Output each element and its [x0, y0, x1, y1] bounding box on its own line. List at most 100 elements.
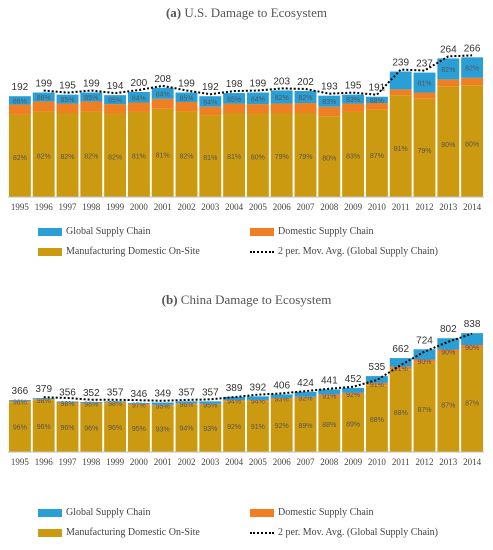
bar-segment-onsite: [104, 403, 127, 452]
data-label-percent: 83%: [322, 99, 336, 106]
bar-segment-global: [223, 396, 246, 401]
data-label-total: 352: [83, 388, 100, 399]
x-tick-label: 1995: [11, 457, 30, 467]
bar-segment-domestic: [127, 102, 150, 112]
x-tick-label: 2012: [416, 457, 434, 467]
bar-segment-domestic: [437, 79, 460, 87]
legend-swatch-onsite: [38, 528, 62, 537]
bar-segment-onsite: [246, 113, 269, 197]
x-tick-label: 2007: [297, 202, 316, 212]
bar-segment-onsite: [413, 98, 436, 197]
data-label-percent: 84%: [203, 99, 217, 106]
data-label-percent: 80%: [465, 142, 479, 149]
data-label-percent: 82%: [37, 153, 51, 160]
data-label-total: 389: [226, 383, 243, 394]
data-label-percent: 96%: [179, 402, 193, 409]
bar-segment-domestic: [365, 382, 388, 386]
x-tick-label: 1999: [106, 457, 125, 467]
legend-item-domestic: Domestic Supply Chain: [250, 507, 374, 518]
bar-segment-global: [270, 394, 293, 398]
bar-segment-domestic: [270, 103, 293, 113]
data-label-total: 195: [59, 81, 76, 92]
data-label-percent: 95%: [132, 426, 146, 433]
bar-segment-domestic: [32, 399, 55, 401]
bar-segment-domestic: [175, 101, 198, 112]
bar-segment-domestic: [270, 397, 293, 400]
x-tick-label: 2002: [178, 457, 196, 467]
bar-segment-global: [342, 94, 365, 104]
bar-segment-global: [8, 400, 31, 402]
bar-segment-global: [32, 92, 55, 102]
data-label-percent: 91%: [394, 366, 408, 373]
data-label-percent: 81%: [227, 154, 241, 161]
bar-segment-domestic: [199, 403, 222, 405]
bar-segment-domestic: [104, 402, 127, 404]
data-label-percent: 85%: [84, 95, 98, 102]
chart-panel-china: (b) China Damage to Ecosystem 96% 98% 366 1…: [0, 275, 493, 550]
data-label-total: 662: [392, 344, 409, 355]
data-label-total: 441: [321, 375, 338, 386]
data-label-total: 193: [321, 82, 338, 93]
bar-segment-domestic: [151, 404, 174, 406]
bar-segment-onsite: [389, 95, 412, 197]
bar-segment-global: [151, 87, 174, 99]
data-label-total: 191: [369, 83, 386, 94]
bar-segment-domestic: [127, 403, 150, 406]
data-label-total: 406: [273, 380, 290, 391]
data-label-total: 239: [392, 58, 409, 69]
bar-segment-global: [246, 396, 269, 400]
bar-segment-onsite: [175, 111, 198, 197]
bar-segment-onsite: [104, 113, 127, 197]
chart-title-china: (b) China Damage to Ecosystem: [161, 292, 332, 307]
bar-segment-global: [80, 92, 103, 102]
legend-swatch-domestic: [250, 227, 274, 236]
bar-segment-global: [461, 333, 484, 346]
bar-segment-domestic: [8, 401, 31, 403]
data-label-percent: 87%: [465, 400, 479, 407]
x-tick-label: 2000: [130, 202, 149, 212]
data-label-percent: 88%: [322, 422, 336, 429]
data-label-percent: 94%: [179, 426, 193, 433]
data-label-percent: 85%: [60, 97, 74, 104]
bar-segment-global: [413, 349, 436, 360]
bar-segment-onsite: [32, 111, 55, 197]
data-label-percent: 84%: [132, 95, 146, 102]
bar-segment-global: [389, 71, 412, 90]
data-label-percent: 89%: [298, 423, 312, 430]
data-label-total: 202: [297, 77, 314, 88]
bar-segment-domestic: [461, 77, 484, 86]
data-label-percent: 96%: [37, 424, 51, 431]
data-label-percent: 88%: [370, 98, 384, 105]
bar-segment-onsite: [175, 404, 198, 452]
data-label-percent: 82%: [84, 153, 98, 160]
data-label-percent: 98%: [37, 398, 51, 405]
data-label-percent: 96%: [108, 425, 122, 432]
bar-segment-onsite: [151, 108, 174, 197]
legend-item-onsite: Manufacturing Domestic On-Site: [38, 246, 200, 257]
chart-panel-us: (a) U.S. Damage to Ecosystem 82% 86% 192 19…: [8, 5, 484, 257]
bar-segment-global: [199, 401, 222, 404]
bar-segment-onsite: [365, 109, 388, 197]
data-label-percent: 93%: [156, 426, 170, 433]
data-label-percent: 83%: [346, 97, 360, 104]
bar-segment-onsite: [318, 396, 341, 452]
data-label-percent: 88%: [394, 410, 408, 417]
bar-segment-onsite: [127, 405, 150, 452]
x-tick-label: 2011: [392, 457, 410, 467]
data-label-total: 366: [12, 386, 29, 397]
data-label-total: 237: [416, 59, 433, 70]
data-label-percent: 91%: [251, 424, 265, 431]
bar-segment-domestic: [32, 101, 55, 112]
x-tick-label: 2005: [249, 457, 268, 467]
bar-segment-global: [437, 58, 460, 80]
data-label-percent: 91%: [322, 394, 336, 401]
x-tick-label: 2009: [344, 202, 363, 212]
x-tick-label: 1999: [106, 202, 125, 212]
bar-segment-domestic: [104, 104, 127, 114]
data-label-total: 192: [202, 82, 219, 93]
x-tick-label: 2006: [273, 457, 292, 467]
data-label-percent: 88%: [370, 417, 384, 424]
bar-segment-global: [413, 72, 436, 93]
data-label-percent: 92%: [298, 396, 312, 403]
bar-segment-onsite: [413, 362, 436, 452]
